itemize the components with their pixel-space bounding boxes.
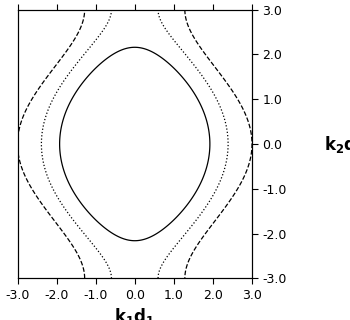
X-axis label: $\mathbf{k_1 d_1}$: $\mathbf{k_1 d_1}$ (114, 306, 155, 320)
Text: $\mathbf{k_2 d_2}$: $\mathbf{k_2 d_2}$ (324, 133, 350, 155)
